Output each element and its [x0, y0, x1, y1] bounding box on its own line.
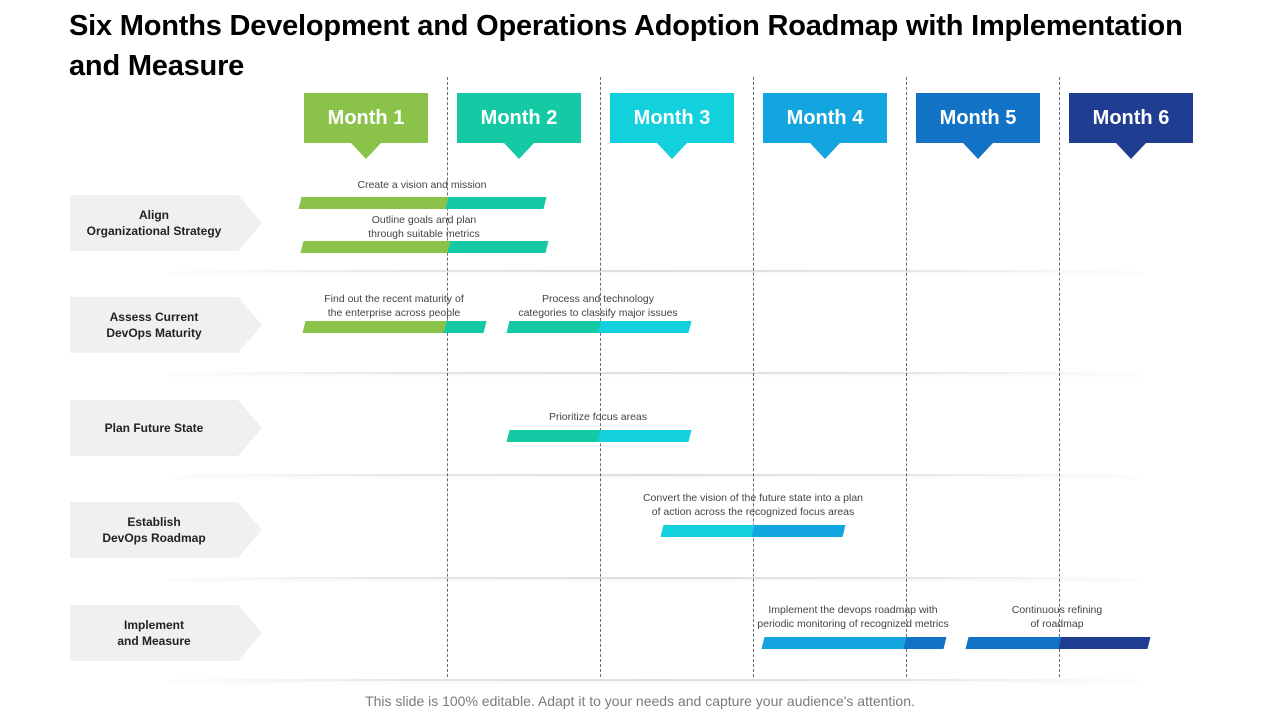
month-header-5: Month 5 [916, 93, 1040, 159]
row-separator [170, 679, 1140, 681]
task-label: Create a vision and mission [357, 179, 487, 191]
month-divider-line [753, 77, 754, 677]
row-label-plan-future: Plan Future State [70, 400, 262, 456]
month-header-4: Month 4 [763, 93, 887, 159]
month-header-6: Month 6 [1069, 93, 1193, 159]
task-label: Process and technology categories to cla… [518, 293, 678, 319]
month-header-1: Month 1 [304, 93, 428, 159]
row-separator [170, 372, 1140, 374]
task-bar [506, 321, 692, 333]
task-label: Prioritize focus areas [548, 411, 648, 423]
row-label-align-strategy: Align Organizational Strategy [70, 195, 262, 251]
task-label: Outline goals and plan through suitable … [368, 214, 480, 240]
month-header-3: Month 3 [610, 93, 734, 159]
task-bar [660, 525, 846, 537]
row-separator [170, 474, 1140, 476]
task-bar [302, 321, 487, 333]
task-bar [965, 637, 1151, 649]
month-divider-line [447, 77, 448, 677]
month-divider-line [600, 77, 601, 677]
row-label-establish-roadmap: Establish DevOps Roadmap [70, 502, 262, 558]
page-title: Six Months Development and Operations Ad… [69, 10, 1183, 82]
row-separator [170, 270, 1140, 272]
month-divider-line [1059, 77, 1060, 677]
task-label: Implement the devops roadmap with period… [757, 604, 949, 630]
month-divider-line [906, 77, 907, 677]
task-bar [761, 637, 947, 649]
row-label-assess-maturity: Assess Current DevOps Maturity [70, 297, 262, 353]
task-bar [300, 241, 549, 253]
task-bar [298, 197, 547, 209]
month-header-2: Month 2 [457, 93, 581, 159]
row-separator [170, 577, 1140, 579]
task-bar [506, 430, 692, 442]
footer-note: This slide is 100% editable. Adapt it to… [365, 693, 915, 709]
task-label: Convert the vision of the future state i… [642, 492, 864, 518]
task-label: Continuous refining of roadmap [1011, 604, 1103, 630]
task-label: Find out the recent maturity of the ente… [324, 293, 464, 319]
row-label-implement-measure: Implement and Measure [70, 605, 262, 661]
